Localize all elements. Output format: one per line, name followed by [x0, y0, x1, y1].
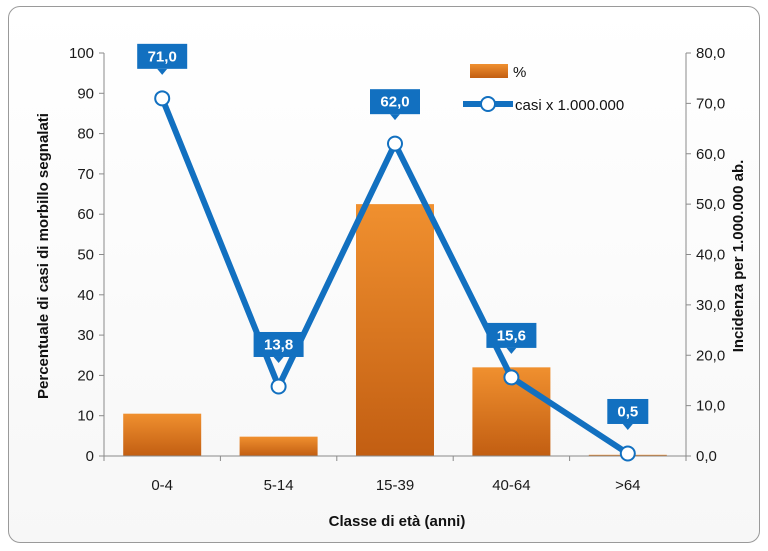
data-label: 13,8 — [264, 336, 293, 353]
right-tick-label: 20,0 — [696, 347, 725, 364]
legend-label-line: casi x 1.000.000 — [515, 97, 624, 114]
left-tick-label: 0 — [86, 448, 94, 465]
left-tick-label: 50 — [77, 247, 94, 264]
x-tick-label: 40-64 — [492, 477, 530, 494]
x-tick-label: >64 — [615, 477, 640, 494]
left-tick-label: 30 — [77, 327, 94, 344]
left-tick-label: 100 — [69, 45, 94, 62]
left-tick-label: 90 — [77, 85, 94, 102]
legend: % casi x 1.000.000 — [463, 64, 624, 114]
bar — [123, 413, 202, 456]
legend-swatch-bar — [470, 64, 508, 78]
data-label-pointer — [390, 114, 400, 121]
right-axis-ticks: 0,0 10,0 20,0 30,0 40,0 50,0 60,0 70,0 80,0 — [686, 45, 725, 465]
right-tick-label: 30,0 — [696, 297, 725, 314]
data-label-box — [253, 331, 304, 357]
y-axis-title: Percentuale di casi di morbillo segnalat… — [35, 113, 52, 399]
left-tick-label: 70 — [77, 166, 94, 183]
legend-swatch-marker — [480, 96, 496, 112]
left-tick-label: 20 — [77, 367, 94, 384]
line-point — [619, 445, 636, 462]
legend-label-bar: % — [513, 64, 526, 81]
bar-series — [123, 204, 667, 456]
data-label-pointer — [273, 356, 284, 363]
line-point — [503, 369, 520, 386]
bar — [239, 436, 318, 456]
left-tick-label: 60 — [77, 206, 94, 223]
line-point — [154, 90, 171, 107]
data-label-pointer — [157, 68, 168, 75]
x-tick-label: 5-14 — [264, 477, 294, 494]
right-tick-label: 70,0 — [696, 95, 725, 112]
left-tick-label: 80 — [77, 126, 94, 143]
right-tick-label: 60,0 — [696, 146, 725, 163]
line-point — [387, 135, 403, 152]
data-label: 62,0 — [380, 94, 409, 111]
data-label: 71,0 — [148, 48, 177, 65]
x-axis-ticks: 0-4 5-14 15-39 40-64 >64 — [103, 456, 687, 494]
left-axis-ticks: 0 10 20 30 40 50 60 70 80 90 100 — [69, 45, 104, 465]
right-tick-label: 0,0 — [696, 448, 717, 465]
data-label: 15,6 — [497, 327, 526, 344]
left-tick-label: 10 — [77, 408, 94, 425]
right-tick-label: 10,0 — [696, 398, 725, 415]
y2-axis-title: Incidenza per 1.000.000 ab. — [730, 160, 747, 353]
x-axis-title: Classe di età (anni) — [329, 513, 466, 530]
data-label: 0,5 — [617, 403, 638, 420]
x-tick-label: 15-39 — [376, 477, 414, 494]
line-series — [154, 90, 636, 462]
data-label-box — [137, 43, 188, 69]
data-label-pointer — [506, 347, 517, 354]
data-label-pointer — [622, 423, 633, 430]
data-label-box — [486, 322, 537, 348]
data-labels: 71,0 13,8 62,0 15,6 0,5 — [137, 43, 649, 430]
left-tick-label: 40 — [77, 287, 94, 304]
x-tick-label: 0-4 — [151, 477, 173, 494]
right-tick-label: 40,0 — [696, 247, 725, 264]
bar — [356, 204, 434, 456]
right-tick-label: 50,0 — [696, 196, 725, 213]
line-point — [270, 378, 287, 395]
right-tick-label: 80,0 — [696, 45, 725, 62]
data-label-box — [370, 89, 420, 115]
data-label-box — [607, 398, 649, 424]
